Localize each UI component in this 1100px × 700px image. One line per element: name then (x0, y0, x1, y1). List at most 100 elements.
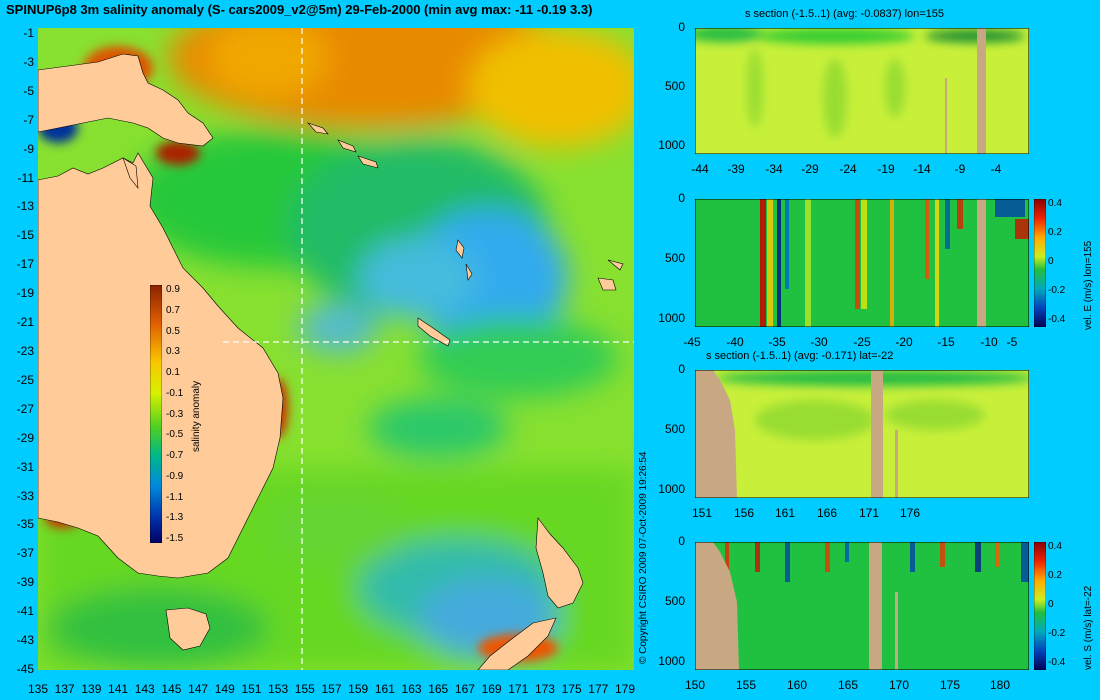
p1-depth-tick: 1000 (658, 138, 685, 152)
p1-x-tick: -4 (990, 162, 1002, 176)
panel2-lon-section-velocity-east (695, 199, 1029, 327)
map-lon-tick: 155 (294, 682, 315, 696)
p1-x-tick: -9 (954, 162, 966, 176)
p2-colorbar-tick: 0 (1048, 256, 1054, 267)
p4-colorbar-tick: -0.4 (1048, 657, 1066, 668)
map-lat-tick: -31 (16, 459, 34, 474)
map-lat-tick: -15 (16, 228, 34, 243)
map-lon-tick: 167 (454, 682, 475, 696)
p1-depth-tick: 0 (678, 20, 685, 34)
map-lon-tick: 157 (321, 682, 342, 696)
map-lon-tick: 151 (241, 682, 262, 696)
p2-x-tick: -15 (937, 335, 955, 349)
map-lon-tick: 141 (108, 682, 129, 696)
map-lon-tick: 165 (428, 682, 449, 696)
p4-colorbar-tick: -0.2 (1048, 628, 1066, 639)
map-lon-tick: 149 (214, 682, 235, 696)
p2-x-tick: -25 (853, 335, 871, 349)
p1-x-tick: -44 (691, 162, 709, 176)
p1-x-tick: -19 (877, 162, 895, 176)
colorbar-label: salinity anomaly (191, 380, 202, 452)
map-colorbar-tick: -0.1 (166, 387, 184, 399)
map-lat-tick: -21 (16, 315, 34, 330)
map-lon-tick: 173 (534, 682, 555, 696)
p4-x-tick: 160 (786, 678, 808, 692)
p4-colorbar-tick: 0.2 (1048, 570, 1062, 581)
map-lat-tick: -43 (16, 633, 34, 648)
p4-colorbar-tick: 0.4 (1048, 541, 1062, 552)
map-lat-tick: -45 (16, 662, 34, 676)
panel3-title: s section (-1.5..1) (avg: -0.171) lat=-2… (706, 350, 894, 362)
p3-depth-tick: 0 (678, 362, 685, 376)
map-lat-tick: -17 (16, 257, 34, 272)
p1-x-tick: -39 (727, 162, 745, 176)
map-lat-tick: -29 (16, 430, 34, 445)
panel4-colorbar (1034, 542, 1046, 670)
map-lon-tick: 139 (81, 682, 102, 696)
p1-x-tick: -34 (765, 162, 783, 176)
map-colorbar-tick: -0.5 (166, 429, 184, 441)
p3-depth-tick: 1000 (658, 482, 685, 496)
map-lon-tick: 161 (374, 682, 395, 696)
map-lat-tick: -11 (17, 170, 34, 185)
p2-x-tick: -5 (1006, 335, 1018, 349)
panel3-lat-section-salinity (695, 370, 1029, 498)
copyright-notice: © Copyright CSIRO 2009 07-Oct-2009 19:26… (638, 451, 649, 665)
map-lon-tick: 135 (27, 682, 49, 696)
p1-x-tick: -24 (839, 162, 857, 176)
p2-colorbar-tick: -0.4 (1048, 314, 1066, 325)
map-colorbar-tick: 0.9 (166, 284, 180, 295)
map-lat-tick: -33 (16, 488, 34, 503)
p3-x-tick: 151 (691, 506, 713, 520)
p4-x-tick: 180 (989, 678, 1011, 692)
map-lon-tick: 153 (268, 682, 289, 696)
map-lat-tick: -41 (16, 604, 34, 619)
p2-depth-tick: 1000 (658, 311, 685, 325)
map-lat-tick: -7 (23, 112, 34, 127)
p3-x-tick: 161 (774, 506, 796, 520)
map-lon-tick: 163 (401, 682, 422, 696)
p2-x-tick: -10 (980, 335, 998, 349)
map-lat-tick: -35 (16, 517, 34, 532)
p2-depth-tick: 0 (678, 191, 685, 205)
p2-colorbar-tick: 0.4 (1048, 198, 1062, 209)
p4-x-tick: 150 (684, 678, 706, 692)
map-lon-tick: 137 (54, 682, 75, 696)
map-lat-tick: -27 (16, 401, 34, 416)
p4-x-tick: 170 (888, 678, 910, 692)
panel4-colorbar-label: vel. S (m/s) lat=-22 (1083, 585, 1094, 670)
p2-x-tick: -35 (768, 335, 786, 349)
map-colorbar (150, 285, 162, 543)
map-colorbar-tick: -1.1 (166, 491, 184, 503)
p4-x-tick: 175 (939, 678, 961, 692)
panel1-lon-section-salinity (695, 28, 1029, 154)
p4-x-tick: 165 (837, 678, 859, 692)
p1-x-tick: -29 (801, 162, 819, 176)
map-lon-tick: 169 (481, 682, 502, 696)
map-colorbar-tick: 0.1 (166, 367, 180, 378)
map-colorbar-tick: -1.3 (166, 512, 184, 524)
p3-x-tick: 156 (733, 506, 755, 520)
map-lon-tick: 147 (188, 682, 209, 696)
map-lon-tick: 177 (588, 682, 609, 696)
p2-depth-tick: 500 (664, 251, 685, 265)
map-lat-tick: -25 (16, 372, 34, 387)
map-lon-tick: 171 (508, 682, 529, 696)
map-colorbar-tick: -0.9 (166, 470, 184, 482)
panel2-colorbar-label: vel. E (m/s) lon=155 (1083, 240, 1094, 330)
map-colorbar-tick: 0.5 (166, 325, 180, 337)
panel2-colorbar (1034, 199, 1046, 327)
p4-depth-tick: 0 (678, 534, 685, 548)
p1-depth-tick: 500 (664, 79, 685, 93)
map-lon-tick: 143 (134, 682, 155, 696)
map-lat-tick: -9 (23, 141, 34, 156)
map-colorbar-tick: 0.7 (166, 304, 180, 316)
map-lon-tick: 179 (614, 682, 636, 696)
p3-depth-tick: 500 (664, 422, 685, 436)
p4-depth-tick: 500 (664, 594, 685, 608)
map-colorbar-tick: -1.5 (166, 533, 184, 544)
map-colorbar-tick: -0.3 (166, 408, 184, 420)
p3-x-tick: 166 (816, 506, 838, 520)
map-lon-tick: 145 (161, 682, 182, 696)
